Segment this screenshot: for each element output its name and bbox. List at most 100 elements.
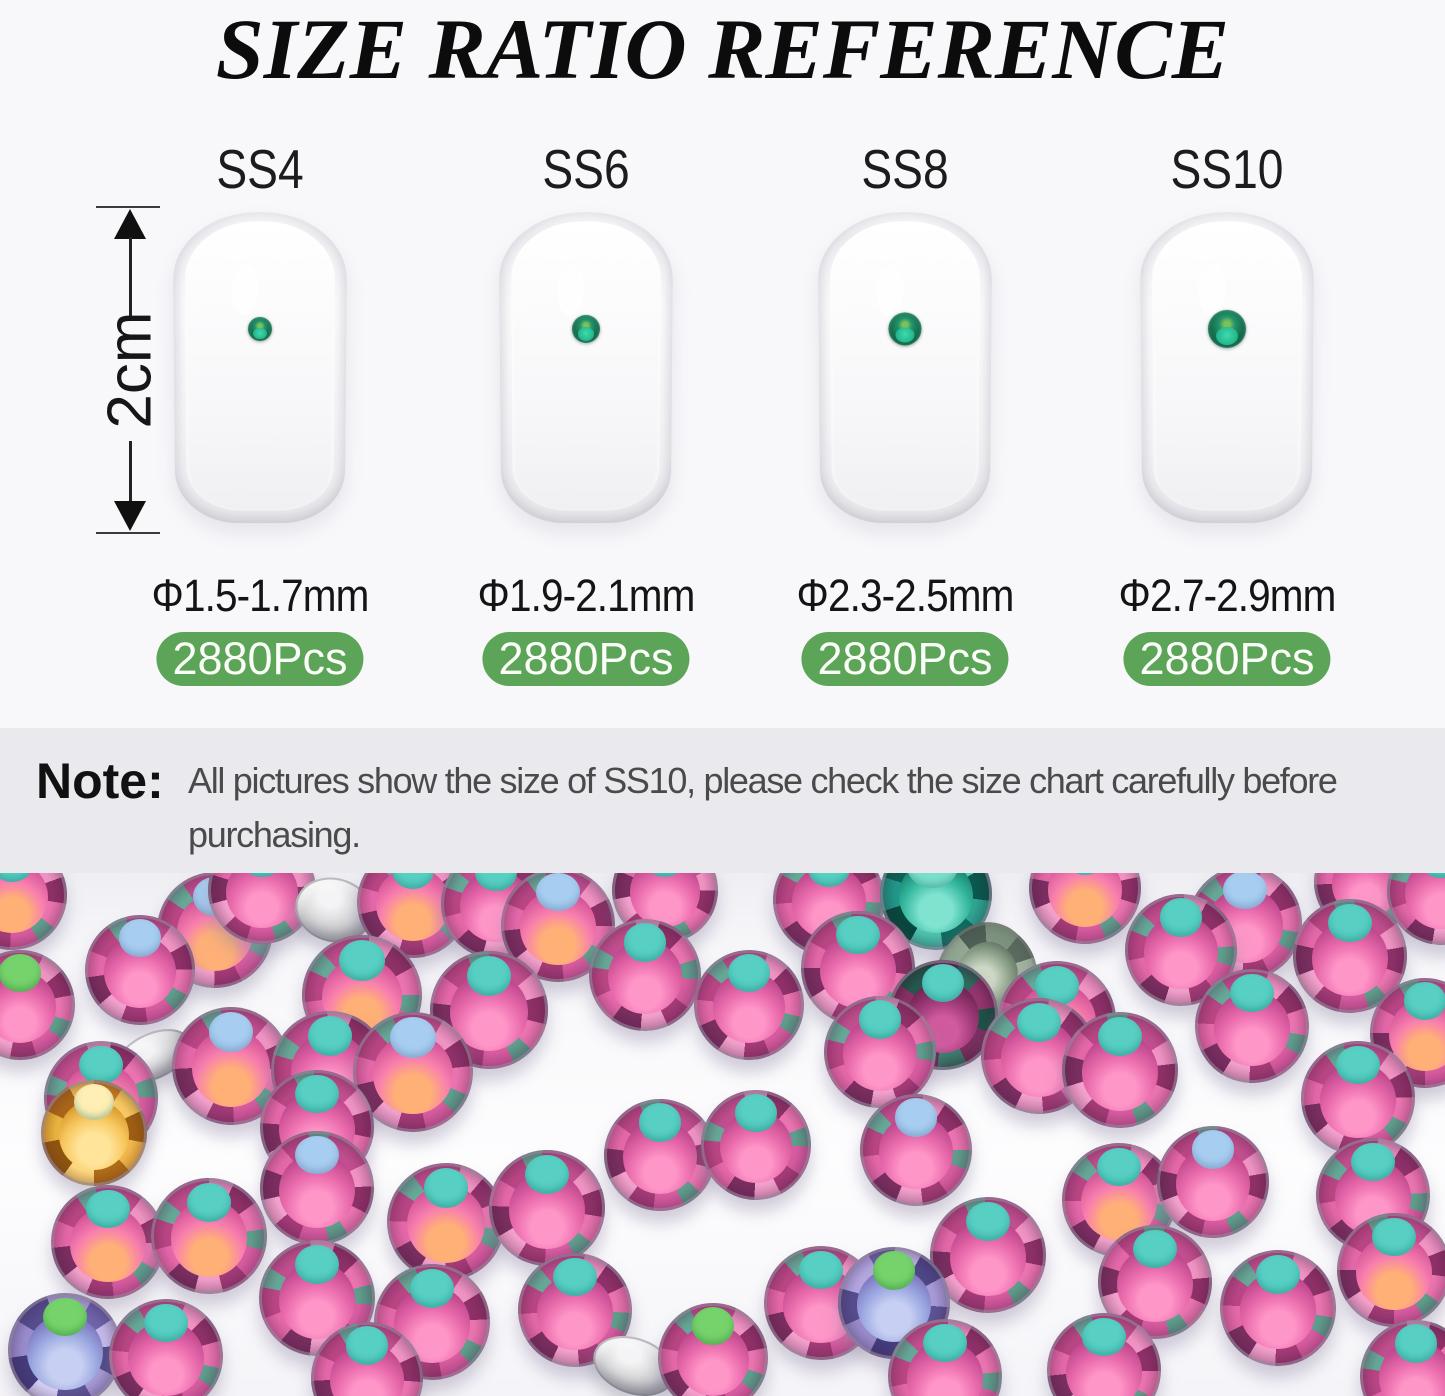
rhinestone (845, 1079, 987, 1221)
rhinestone (76, 906, 204, 1034)
rhinestone (131, 1158, 287, 1314)
stone-reflection-dot (391, 873, 435, 889)
size-column-ss10: SS10 Φ2.7-2.9mm 2880Pcs (1067, 138, 1387, 718)
stone-reflection-dot (799, 1250, 843, 1290)
rhinestone (490, 873, 626, 993)
measure-line-upper (128, 237, 132, 317)
stone-reflection-dot (475, 873, 517, 891)
stone-reflection-dot (0, 954, 41, 992)
nail-surface (829, 221, 981, 511)
stone-reflection-dot (241, 873, 283, 878)
rhinestone (505, 1240, 645, 1380)
rhinestone (1036, 1302, 1172, 1396)
stone-reflection-dot (923, 1323, 967, 1363)
note-text: All pictures show the size of SS10, plea… (188, 760, 1338, 855)
stone-reflection-dot (728, 954, 770, 992)
stone-reflection-dot (1082, 1317, 1126, 1357)
count-badge: 2880Pcs (801, 632, 1009, 686)
rhinestone (1136, 1105, 1290, 1259)
stone-reflection-dot (836, 915, 880, 955)
stone-reflection-dot (1097, 1016, 1143, 1057)
stone-reflection-dot (623, 923, 667, 962)
stone-reflection-dot (208, 1011, 254, 1052)
nail-tip (172, 212, 348, 524)
stone-reflection-dot (894, 1098, 938, 1137)
rhinestone (0, 1272, 143, 1396)
stone-reflection-dot (1016, 1002, 1062, 1043)
stone-reflection-dot (536, 873, 580, 912)
stone-reflection-dot (692, 1307, 734, 1345)
rhinestone (298, 1309, 436, 1396)
stone-reflection-dot (423, 1167, 469, 1208)
stone-reflection-dot (1404, 982, 1445, 1020)
rhinestone (1051, 1132, 1187, 1268)
green-rhinestone (1207, 309, 1247, 349)
stone-reflection-dot (390, 1016, 436, 1058)
size-name-label: SS10 (1170, 138, 1284, 200)
size-column-ss4: SS4 Φ1.5-1.7mm 2880Pcs (100, 138, 420, 718)
rhinestone (585, 1080, 735, 1230)
rhinestone (1075, 1202, 1235, 1362)
size-name-label: SS4 (216, 138, 304, 200)
stone-reflection-dot (922, 964, 964, 1002)
rhinestone (912, 1179, 1064, 1331)
stone-reflection-dot (644, 873, 686, 878)
rhinestone (1108, 877, 1254, 1023)
note-banner: Note: All pictures show the size of SS10… (0, 728, 1445, 873)
green-rhinestone (888, 312, 922, 346)
rhinestone (0, 873, 83, 966)
rhinestone (818, 1227, 970, 1379)
stone-reflection-dot (524, 1154, 570, 1195)
stone-reflection-dot (43, 1297, 87, 1337)
rhinestone (0, 950, 75, 1060)
rhinestone (186, 873, 338, 966)
count-badge: 2880Pcs (1123, 632, 1331, 686)
rhinestone (678, 1067, 834, 1223)
size-name-label: SS8 (861, 138, 949, 200)
measure-tick-bottom (96, 532, 160, 534)
stone-reflection-dot (553, 1257, 597, 1297)
note-label: Note: (36, 753, 164, 809)
diameter-label: Φ1.9-2.1mm (477, 570, 696, 621)
stone-reflection-dot (1255, 1254, 1301, 1295)
rhinestone (472, 1133, 622, 1283)
rhinestone (377, 1153, 515, 1291)
stone-reflection-dot (906, 873, 959, 889)
stone-reflection-dot (1133, 1229, 1177, 1269)
stone-reflection-dot (1191, 1130, 1235, 1169)
nail-surface (510, 221, 662, 511)
rhinestone (1212, 1242, 1344, 1374)
rhinestone (237, 1218, 397, 1378)
rhinestone (104, 1294, 228, 1396)
stone-reflection-dot (965, 1201, 1011, 1242)
stone-reflection-dot (186, 1182, 232, 1223)
rhinestone (1039, 989, 1201, 1151)
stone-reflection-dot (295, 1074, 339, 1114)
rhinestone (1338, 1298, 1445, 1396)
nail-tip (498, 212, 674, 524)
stone-reflection-dot (144, 1303, 188, 1343)
product-photo (0, 873, 1445, 1396)
rhinestone (870, 1301, 1020, 1396)
nail-tip (1139, 212, 1315, 524)
stone-reflection-dot (295, 1135, 339, 1175)
stone-reflection-dot (872, 1251, 916, 1290)
rhinestone (689, 945, 809, 1065)
stone-reflection-dot (1351, 1142, 1395, 1182)
rhinestone (1299, 1121, 1445, 1269)
rhinestone (803, 975, 957, 1129)
count-badge: 2880Pcs (156, 632, 364, 686)
green-rhinestone (247, 316, 273, 342)
size-column-ss8: SS8 Φ2.3-2.5mm 2880Pcs (745, 138, 1065, 718)
rhinestone (1187, 961, 1317, 1091)
rhinestone (352, 873, 474, 963)
rhinestone (41, 1080, 147, 1186)
stone-reflection-dot (466, 955, 512, 996)
stone-reflection-dot (79, 1045, 123, 1085)
stone-reflection-dot (1159, 898, 1203, 937)
stone-reflection-dot (409, 1268, 455, 1309)
stone-reflection-dot (1230, 973, 1274, 1013)
stone-table-facet (226, 873, 298, 928)
stone-reflection-dot (1394, 1324, 1438, 1363)
